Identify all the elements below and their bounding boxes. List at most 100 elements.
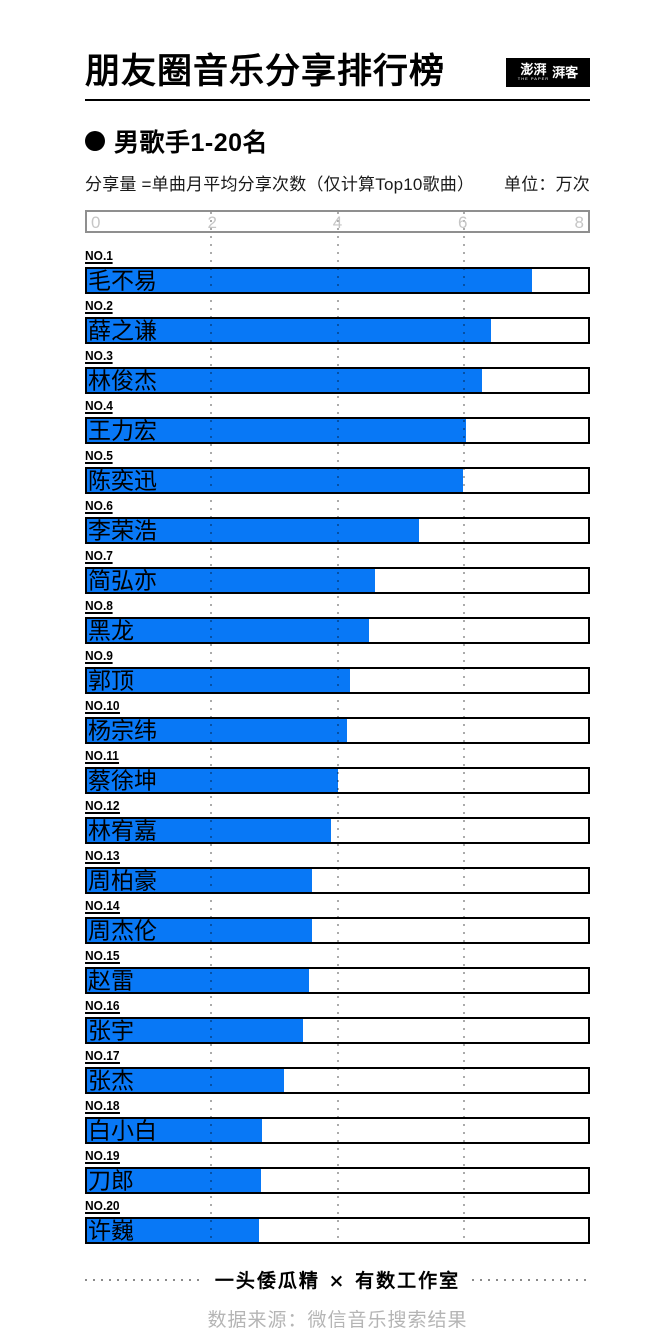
metric-definition: 分享量 =单曲月平均分享次数（仅计算Top10歌曲） [85, 175, 475, 194]
singer-name-label: 王力宏 [88, 417, 157, 443]
section-subtitle: 男歌手1-20名 [114, 129, 269, 157]
singer-name-label: 林俊杰 [88, 367, 157, 393]
page-title: 朋友圈音乐分享排行榜 [85, 52, 446, 91]
x-axis-tick: 2 [207, 213, 217, 232]
bar-fill [87, 1219, 259, 1242]
bar-track: 周杰伦 [85, 917, 590, 944]
bar-row: NO.15 赵雷 [85, 947, 590, 994]
singer-name-label: 周杰伦 [88, 917, 157, 943]
bar-fill [87, 1069, 285, 1092]
bar-fill [87, 319, 491, 342]
singer-name-label: 李荣浩 [88, 517, 157, 543]
bar-fill [87, 919, 313, 942]
singer-name-label: 黑龙 [88, 617, 134, 643]
singer-name-label: 周柏豪 [88, 867, 157, 893]
bar-fill [87, 769, 338, 792]
bar-track: 周柏豪 [85, 867, 590, 894]
bar-row: NO.2 薛之谦 [85, 297, 590, 344]
bar-row: NO.7 简弘亦 [85, 547, 590, 594]
x-axis-tick: 0 [91, 213, 101, 232]
rank-label: NO.13 [85, 848, 120, 864]
bar-track: 黑龙 [85, 617, 590, 644]
bar-row: NO.12 林宥嘉 [85, 797, 590, 844]
bar-row: NO.17 张杰 [85, 1047, 590, 1094]
rank-label: NO.11 [85, 748, 119, 764]
bar-fill [87, 419, 466, 442]
singer-name-label: 林宥嘉 [88, 817, 157, 843]
bar-fill [87, 269, 532, 292]
bar-track: 薛之谦 [85, 317, 590, 344]
rank-label: NO.8 [85, 598, 113, 614]
bar-fill [87, 719, 347, 742]
logo-brand-subtext: THE PAPER [517, 76, 550, 81]
singer-name-label: 白小白 [88, 1117, 157, 1143]
rank-label: NO.1 [85, 248, 113, 264]
bar-track: 白小白 [85, 1117, 590, 1144]
pengpai-paike-logo: 澎湃 THE PAPER 湃客 [506, 57, 590, 87]
logo-paike-text: 湃客 [552, 64, 579, 80]
bar-track: 许巍 [85, 1217, 590, 1244]
bar-row: NO.20 许巍 [85, 1197, 590, 1244]
singer-name-label: 蔡徐坤 [88, 767, 157, 793]
rank-label: NO.10 [85, 698, 120, 714]
singer-name-label: 杨宗纬 [88, 717, 157, 743]
bar-track: 林宥嘉 [85, 817, 590, 844]
bar-fill [87, 869, 313, 892]
bar-track: 李荣浩 [85, 517, 590, 544]
bar-track: 林俊杰 [85, 367, 590, 394]
credit-text: 一头倭瓜精 × 有数工作室 [214, 1270, 461, 1292]
logo-brand-block: 澎湃 THE PAPER [518, 63, 549, 81]
bullet-circle-icon [85, 131, 105, 151]
bar-row: NO.11 蔡徐坤 [85, 747, 590, 794]
singer-name-label: 许巍 [88, 1217, 134, 1243]
bar-track: 杨宗纬 [85, 717, 590, 744]
bar-fill [87, 519, 419, 542]
unit-label: 单位：万次 [504, 175, 590, 194]
bar-row: NO.9 郭顶 [85, 647, 590, 694]
bar-row: NO.18 白小白 [85, 1097, 590, 1144]
bar-fill [87, 619, 369, 642]
data-source-text: 数据来源：微信音乐搜索结果 [207, 1310, 468, 1331]
rank-label: NO.2 [85, 298, 113, 314]
bar-fill [87, 469, 463, 492]
bar-track: 张杰 [85, 1067, 590, 1094]
rank-label: NO.18 [85, 1098, 120, 1114]
bar-track: 赵雷 [85, 967, 590, 994]
bar-fill [87, 1169, 262, 1192]
bar-row: NO.1 毛不易 [85, 247, 590, 294]
bar-track: 陈奕迅 [85, 467, 590, 494]
rank-label: NO.16 [85, 998, 120, 1014]
rank-label: NO.5 [85, 448, 113, 464]
bar-row: NO.3 林俊杰 [85, 347, 590, 394]
section-header: 男歌手1-20名 [85, 123, 590, 159]
rank-label: NO.15 [85, 948, 120, 964]
bar-fill [87, 1119, 263, 1142]
singer-name-label: 郭顶 [88, 667, 134, 693]
bar-row: NO.16 张宇 [85, 997, 590, 1044]
bar-row: NO.8 黑龙 [85, 597, 590, 644]
rank-label: NO.17 [85, 1048, 120, 1064]
singer-name-label: 陈奕迅 [88, 467, 157, 493]
dotted-leader-left [85, 1278, 203, 1281]
rank-label: NO.19 [85, 1148, 120, 1164]
rank-label: NO.20 [85, 1198, 120, 1214]
bar-track: 张宇 [85, 1017, 590, 1044]
bar-row: NO.19 刀郎 [85, 1147, 590, 1194]
bar-track: 简弘亦 [85, 567, 590, 594]
bar-fill [87, 819, 332, 842]
singer-name-label: 简弘亦 [88, 567, 157, 593]
bar-chart: 0 2 4 6 8 NO.1 毛不易 NO.2 薛之谦 NO.3 林俊杰 NO.4 王力… [85, 210, 590, 1244]
rank-label: NO.9 [85, 648, 113, 664]
x-axis-tick: 4 [332, 213, 343, 232]
rank-label: NO.3 [85, 348, 113, 364]
header: 朋友圈音乐分享排行榜 澎湃 THE PAPER 湃客 [85, 52, 590, 92]
rank-label: NO.6 [85, 498, 113, 514]
bar-rows: NO.1 毛不易 NO.2 薛之谦 NO.3 林俊杰 NO.4 王力宏 NO.5… [85, 247, 590, 1244]
rank-label: NO.12 [85, 798, 120, 814]
bar-fill [87, 569, 376, 592]
title-divider [85, 99, 590, 101]
rank-label: NO.4 [85, 398, 113, 414]
bar-row: NO.4 王力宏 [85, 397, 590, 444]
bar-row: NO.14 周杰伦 [85, 897, 590, 944]
